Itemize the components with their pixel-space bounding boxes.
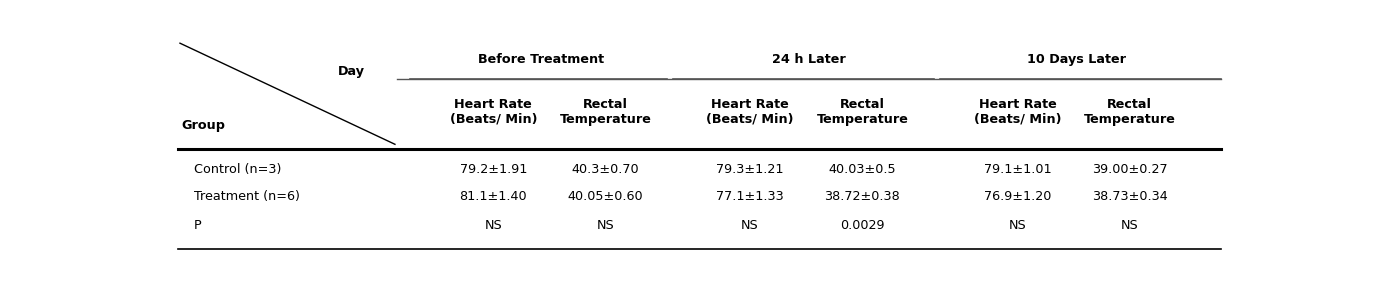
Text: Group: Group — [181, 119, 225, 132]
Text: P: P — [193, 219, 201, 232]
Text: Rectal
Temperature: Rectal Temperature — [817, 98, 908, 126]
Text: NS: NS — [484, 219, 502, 232]
Text: Heart Rate
(Beats/ Min): Heart Rate (Beats/ Min) — [974, 98, 1061, 126]
Text: NS: NS — [1009, 219, 1027, 232]
Text: 79.3±1.21: 79.3±1.21 — [716, 163, 784, 176]
Text: NS: NS — [596, 219, 614, 232]
Text: Heart Rate
(Beats/ Min): Heart Rate (Beats/ Min) — [450, 98, 537, 126]
Text: Control (n=3): Control (n=3) — [193, 163, 282, 176]
Text: 38.73±0.34: 38.73±0.34 — [1092, 190, 1167, 203]
Text: 24 h Later: 24 h Later — [771, 53, 846, 66]
Text: 39.00±0.27: 39.00±0.27 — [1092, 163, 1167, 176]
Text: NS: NS — [741, 219, 759, 232]
Text: 79.1±1.01: 79.1±1.01 — [984, 163, 1052, 176]
Text: Day: Day — [338, 65, 366, 78]
Text: 79.2±1.91: 79.2±1.91 — [460, 163, 527, 176]
Text: 77.1±1.33: 77.1±1.33 — [716, 190, 784, 203]
Text: 40.05±0.60: 40.05±0.60 — [567, 190, 643, 203]
Text: Treatment (n=6): Treatment (n=6) — [193, 190, 299, 203]
Text: 76.9±1.20: 76.9±1.20 — [984, 190, 1052, 203]
Text: 40.3±0.70: 40.3±0.70 — [571, 163, 639, 176]
Text: Rectal
Temperature: Rectal Temperature — [560, 98, 651, 126]
Text: 81.1±1.40: 81.1±1.40 — [460, 190, 527, 203]
Text: NS: NS — [1121, 219, 1138, 232]
Text: 10 Days Later: 10 Days Later — [1027, 53, 1126, 66]
Text: Before Treatment: Before Treatment — [479, 53, 604, 66]
Text: Heart Rate
(Beats/ Min): Heart Rate (Beats/ Min) — [707, 98, 794, 126]
Text: 38.72±0.38: 38.72±0.38 — [824, 190, 900, 203]
Text: 0.0029: 0.0029 — [840, 219, 885, 232]
Text: Rectal
Temperature: Rectal Temperature — [1083, 98, 1176, 126]
Text: 40.03±0.5: 40.03±0.5 — [828, 163, 896, 176]
